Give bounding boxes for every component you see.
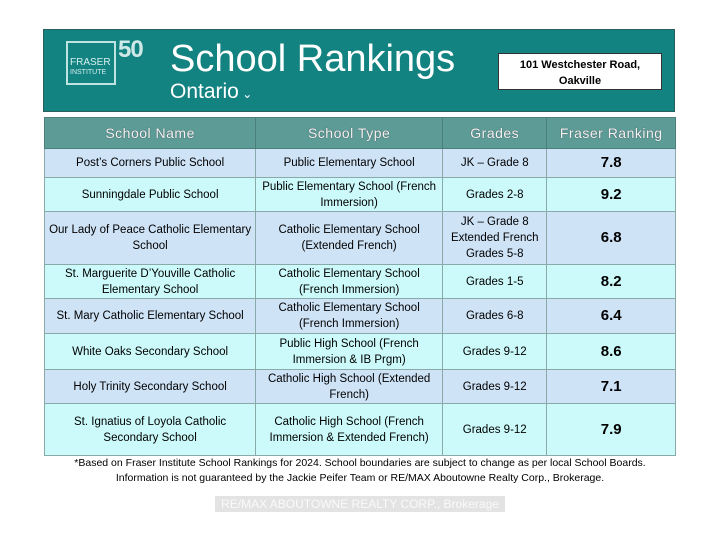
cell-grades: Grades 6-8: [442, 298, 548, 334]
table-row: Holy Trinity Secondary School Catholic Hi…: [43, 369, 676, 404]
cell-type: Public Elementary School (French Immersi…: [255, 177, 444, 212]
cell-name: White Oaks Secondary School: [43, 333, 257, 370]
cell-type: Catholic Elementary School (Extended Fre…: [255, 211, 444, 265]
column-header: School Name: [43, 117, 257, 149]
column-header: Fraser Ranking: [546, 117, 676, 149]
table-row: St. Ignatius of Loyola Catholic Secondar…: [43, 403, 676, 456]
cell-grades: Grades 9-12: [442, 403, 548, 456]
cell-name: St. Mary Catholic Elementary School: [43, 298, 257, 334]
chevron-down-icon: ⌄: [238, 87, 253, 101]
table-row: St. Mary Catholic Elementary School Catho…: [43, 298, 676, 334]
fraser-institute-logo: FRASER INSTITUTE: [66, 41, 116, 85]
cell-grades: Grades 2-8: [442, 177, 548, 212]
logo-subtext: INSTITUTE: [70, 69, 107, 76]
cell-grades: JK – Grade 8 Extended French Grades 5-8: [442, 211, 548, 265]
cell-ranking: 7.8: [546, 148, 676, 178]
table-row: St. Marguerite D’Youville Catholic Eleme…: [43, 264, 676, 299]
cell-type: Catholic Elementary School (French Immer…: [255, 264, 444, 299]
cell-ranking: 7.9: [546, 403, 676, 456]
cell-ranking: 7.1: [546, 369, 676, 404]
rankings-table: School Name School Type Grades Fraser Ranki…: [43, 117, 676, 456]
footnote-line-2: Information is not guaranteed by the Jac…: [115, 472, 605, 484]
page-title: School Rankings: [170, 38, 456, 80]
cell-name: Post’s Corners Public School: [43, 148, 257, 178]
region-label: Ontario: [170, 80, 239, 103]
banner: FRASER INSTITUTE 50 School Rankings Ontar…: [43, 29, 675, 112]
cell-name: Our Lady of Peace Catholic Elementary Sc…: [43, 211, 257, 265]
column-header: Grades: [442, 117, 548, 149]
region-selector: Ontario ⌄: [170, 80, 252, 104]
cell-name: St. Marguerite D’Youville Catholic Eleme…: [43, 264, 257, 299]
address-box: 101 Westchester Road, Oakville: [498, 53, 662, 90]
cell-grades: Grades 9-12: [442, 333, 548, 370]
table-row: White Oaks Secondary School Public High S…: [43, 333, 676, 370]
footnote: *Based on Fraser Institute School Rankin…: [44, 456, 676, 486]
table-row: Our Lady of Peace Catholic Elementary Sc…: [43, 211, 676, 265]
cell-ranking: 8.6: [546, 333, 676, 370]
cell-type: Catholic High School (Extended French): [255, 369, 444, 404]
cell-ranking: 6.8: [546, 211, 676, 265]
table-row: Sunningdale Public School Public Elementa…: [43, 177, 676, 212]
cell-type: Public Elementary School: [255, 148, 444, 178]
cell-grades: JK – Grade 8: [442, 148, 548, 178]
anniversary-badge: 50: [118, 36, 144, 63]
logo-text: FRASER: [70, 57, 111, 68]
cell-name: Holy Trinity Secondary School: [43, 369, 257, 404]
cell-type: Catholic High School (French Immersion &…: [255, 403, 444, 456]
footnote-line-1: *Based on Fraser Institute School Rankin…: [74, 457, 646, 469]
table-row: Post’s Corners Public School Public Eleme…: [43, 148, 676, 178]
cell-ranking: 9.2: [546, 177, 676, 212]
cell-ranking: 8.2: [546, 264, 676, 299]
cell-ranking: 6.4: [546, 298, 676, 334]
cell-type: Catholic Elementary School (French Immer…: [255, 298, 444, 334]
column-header: School Type: [255, 117, 444, 149]
cell-name: Sunningdale Public School: [43, 177, 257, 212]
cell-name: St. Ignatius of Loyola Catholic Secondar…: [43, 403, 257, 456]
watermark: RE/MAX ABOUTOWNE REALTY CORP., Brokerage: [215, 496, 505, 512]
cell-grades: Grades 1-5: [442, 264, 548, 299]
cell-type: Public High School (French Immersion & I…: [255, 333, 444, 370]
cell-grades: Grades 9-12: [442, 369, 548, 404]
